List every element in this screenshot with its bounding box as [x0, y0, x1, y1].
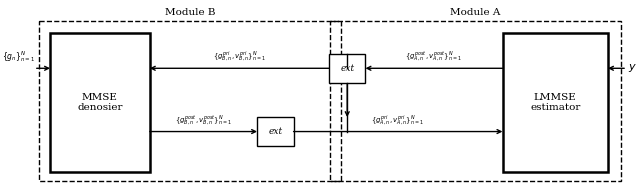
- Bar: [502, 33, 608, 172]
- Text: ext: ext: [268, 127, 282, 136]
- Bar: [330, 21, 621, 181]
- Text: $\{g_n\}_{n=1}^N$: $\{g_n\}_{n=1}^N$: [2, 49, 35, 64]
- Text: $\{g_{B,n}^{pri}, v_{B,n}^{pri}\}_{n=1}^N$: $\{g_{B,n}^{pri}, v_{B,n}^{pri}\}_{n=1}^…: [212, 50, 266, 64]
- Bar: [329, 54, 365, 83]
- Text: $y$: $y$: [628, 62, 637, 74]
- Text: Module A: Module A: [451, 7, 501, 16]
- Bar: [257, 117, 294, 146]
- Text: LMMSE
estimator: LMMSE estimator: [530, 93, 580, 112]
- Bar: [38, 21, 342, 181]
- Text: Module B: Module B: [164, 7, 215, 16]
- Bar: [50, 33, 150, 172]
- Text: $\{g_{A,n}^{pri}, v_{A,n}^{pri}\}_{n=1}^N$: $\{g_{A,n}^{pri}, v_{A,n}^{pri}\}_{n=1}^…: [371, 113, 425, 127]
- Text: MMSE
denosier: MMSE denosier: [77, 93, 123, 112]
- Text: $\{g_{B,n}^{post}, v_{B,n}^{post}\}_{n=1}^N$: $\{g_{B,n}^{post}, v_{B,n}^{post}\}_{n=1…: [175, 114, 232, 127]
- Text: ext: ext: [340, 64, 355, 73]
- Text: $\{g_{A,n}^{post}, v_{A,n}^{post}\}_{n=1}^N$: $\{g_{A,n}^{post}, v_{A,n}^{post}\}_{n=1…: [405, 50, 463, 64]
